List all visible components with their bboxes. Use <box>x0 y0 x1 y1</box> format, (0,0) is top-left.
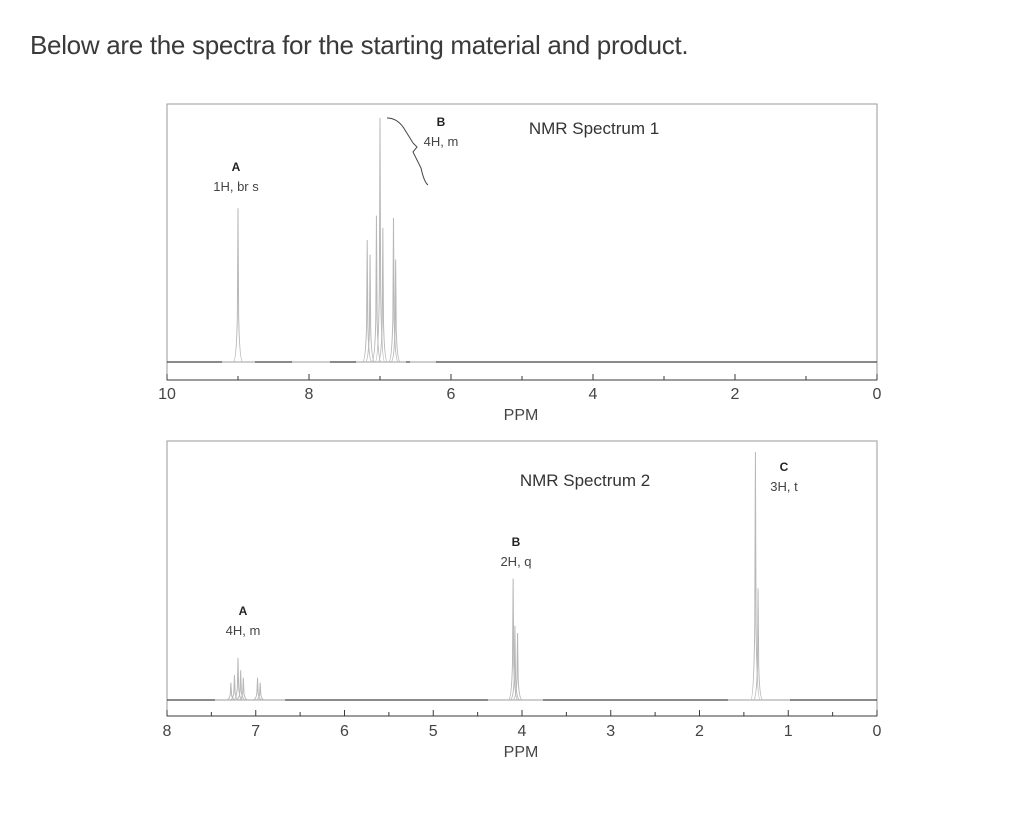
spectrum-2-signal <box>512 633 523 701</box>
spectrum-1-peak-description: 4H, m <box>424 134 459 149</box>
spectrum-2-x-axis-label: PPM <box>504 744 539 761</box>
spectrum-1-peak-B-bracket <box>386 117 429 186</box>
spectrum-2-signal <box>252 677 263 701</box>
spectrum-2-tick-label: 4 <box>518 723 527 740</box>
spectrum-1-signal <box>371 215 382 363</box>
spectrum-2-tick-label: 2 <box>695 723 704 740</box>
spectrum-2-title: NMR Spectrum 2 <box>520 471 650 490</box>
spectrum-2-tick-label: 8 <box>163 723 172 740</box>
spectrum-2-tick-label: 5 <box>429 723 438 740</box>
spectrum-2-tick-label: 0 <box>873 723 882 740</box>
spectrum-2-signal <box>238 677 249 701</box>
spectrum-2-signal <box>752 588 764 701</box>
spectrum-2-signal <box>508 578 519 701</box>
spectrum-2-signal <box>255 682 266 701</box>
spectrum-1-peak-letter: B <box>437 115 446 129</box>
spectrum-2-peak-letter: B <box>512 535 521 549</box>
spectrum-1-tick-label: 2 <box>731 386 740 403</box>
spectrum-1-frame <box>166 103 878 381</box>
spectrum-2-signal <box>235 670 246 701</box>
spectrum-2-peak-letter: A <box>239 604 248 618</box>
spectrum-1-tick-label: 10 <box>158 386 176 403</box>
spectrum-1-peak-description: 1H, br s <box>213 179 259 194</box>
spectrum-2-tick-label: 1 <box>784 723 793 740</box>
spectrum-1-signal <box>390 259 401 363</box>
spectrum-2-peak-description: 3H, t <box>770 479 798 494</box>
spectrum-1-signal <box>374 117 386 363</box>
spectrum-1-signal <box>232 208 244 363</box>
spectrum-1-signal <box>388 218 399 363</box>
spectrum-2-signal <box>509 625 520 701</box>
spectrum-2-tick-label: 6 <box>340 723 349 740</box>
spectrum-1-tick-label: 8 <box>305 386 314 403</box>
spectrum-1-signal <box>377 227 389 363</box>
spectrum-1-tick-label: 6 <box>447 386 456 403</box>
spectrum-2-tick-label: 7 <box>251 723 260 740</box>
spectrum-1-peak-letter: A <box>232 160 241 174</box>
spectrum-2-signal <box>750 451 761 701</box>
spectrum-1-tick-label: 4 <box>589 386 598 403</box>
spectrum-2-peak-description: 2H, q <box>500 554 531 569</box>
spectrum-1-x-axis-label: PPM <box>504 407 539 424</box>
spectrum-2-peak-description: 4H, m <box>226 623 261 638</box>
spectrum-1-signal <box>364 254 376 363</box>
spectrum-1-signal <box>362 239 373 363</box>
spectrum-2-tick-label: 3 <box>606 723 615 740</box>
page-heading: Below are the spectra for the starting m… <box>30 30 689 60</box>
spectrum-1-title: NMR Spectrum 1 <box>529 119 659 138</box>
nmr-spectrum-2: NMR Spectrum 2 8 7 6 5 4 3 2 1 0 PPM A 4H, m B 2H, q C 3… <box>163 440 882 761</box>
spectrum-2-peak-letter: C <box>780 460 789 474</box>
nmr-spectrum-1: NMR Spectrum 1 10 8 6 4 2 0 PPM A 1H, br s B 4H, m <box>158 103 882 424</box>
spectrum-1-tick-label: 0 <box>873 386 882 403</box>
